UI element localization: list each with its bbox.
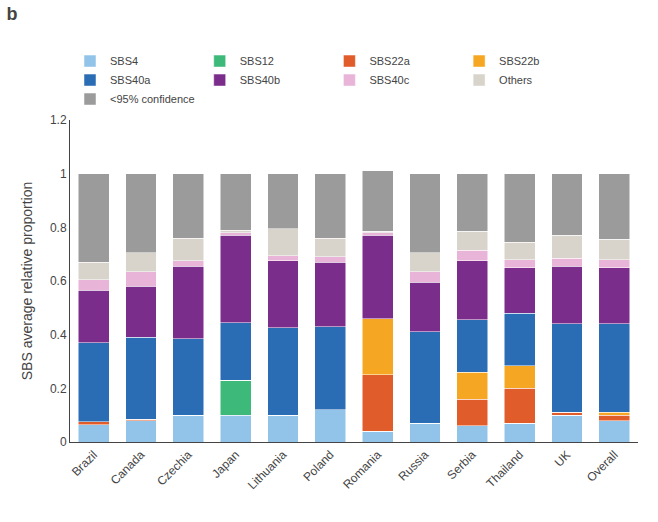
svg-text:1.2: 1.2 xyxy=(50,113,67,127)
svg-text:<95% confidence: <95% confidence xyxy=(110,93,195,105)
svg-text:SBS22b: SBS22b xyxy=(499,55,539,67)
svg-text:0: 0 xyxy=(60,435,67,449)
svg-text:SBS22a: SBS22a xyxy=(369,55,410,67)
svg-text:SBS40c: SBS40c xyxy=(369,74,409,86)
svg-text:Serbia: Serbia xyxy=(444,448,479,483)
svg-text:Brazil: Brazil xyxy=(69,448,100,479)
svg-text:SBS40b: SBS40b xyxy=(240,74,280,86)
svg-text:Japan: Japan xyxy=(209,448,242,481)
svg-text:SBS40a: SBS40a xyxy=(110,74,151,86)
svg-text:SBS4: SBS4 xyxy=(110,55,138,67)
svg-text:Overall: Overall xyxy=(584,448,621,485)
svg-text:Czechia: Czechia xyxy=(154,448,195,489)
svg-text:Russia: Russia xyxy=(396,448,432,484)
svg-text:0.2: 0.2 xyxy=(50,382,67,396)
svg-text:SBS12: SBS12 xyxy=(240,55,274,67)
svg-text:Canada: Canada xyxy=(108,448,148,488)
svg-text:Thailand: Thailand xyxy=(484,448,526,490)
svg-text:Poland: Poland xyxy=(300,448,336,484)
svg-text:0.8: 0.8 xyxy=(50,221,67,235)
svg-text:UK: UK xyxy=(552,448,574,470)
svg-text:0.4: 0.4 xyxy=(50,328,67,342)
svg-text:SBS average relative proportio: SBS average relative proportion xyxy=(19,182,35,380)
svg-text:Others: Others xyxy=(499,74,533,86)
svg-text:1: 1 xyxy=(60,167,67,181)
svg-text:b: b xyxy=(7,4,18,24)
svg-text:Lithuania: Lithuania xyxy=(245,448,290,493)
svg-text:0.6: 0.6 xyxy=(50,274,67,288)
svg-text:Romania: Romania xyxy=(340,448,384,492)
